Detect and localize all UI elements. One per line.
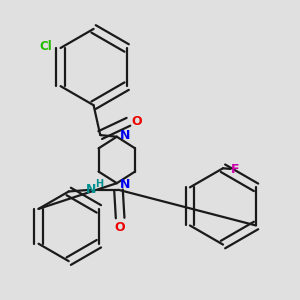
Text: H: H bbox=[95, 179, 104, 189]
Text: N: N bbox=[120, 178, 130, 191]
Text: O: O bbox=[115, 221, 125, 234]
Text: N: N bbox=[86, 183, 96, 196]
Text: N: N bbox=[120, 129, 130, 142]
Text: F: F bbox=[231, 163, 240, 176]
Text: Cl: Cl bbox=[39, 40, 52, 53]
Text: O: O bbox=[131, 115, 142, 128]
